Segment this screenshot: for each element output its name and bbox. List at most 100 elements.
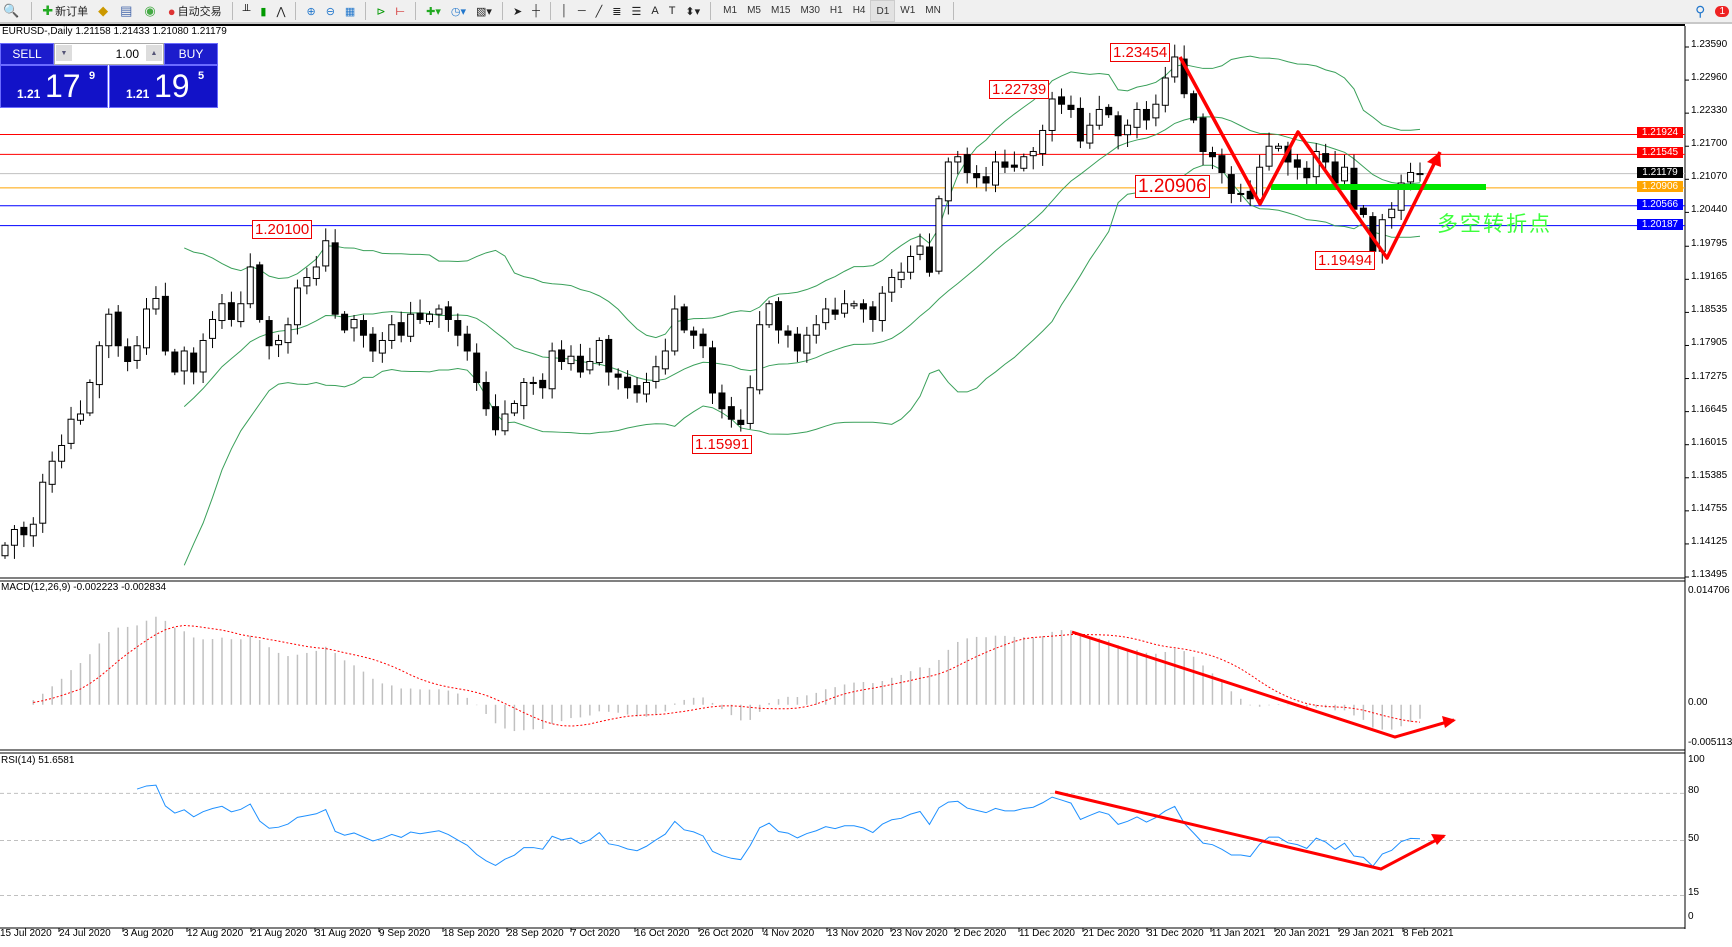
sell-price-pip: 9 bbox=[89, 70, 96, 82]
date-label: 8 Feb 2021 bbox=[1403, 928, 1454, 939]
candle-body bbox=[727, 406, 735, 420]
candle bbox=[709, 340, 716, 405]
timeframe-h4[interactable]: H4 bbox=[852, 4, 866, 16]
candle-body bbox=[444, 306, 452, 320]
timeframe-h1[interactable]: H1 bbox=[829, 4, 843, 16]
crosshair-icon[interactable]: ┼ bbox=[532, 5, 540, 17]
signals-icon[interactable]: ◉ bbox=[144, 3, 156, 18]
label-1-22739: 1.22739 bbox=[989, 80, 1050, 99]
metaeditor-icon[interactable]: ◆ bbox=[98, 3, 109, 18]
candle bbox=[784, 325, 792, 348]
level-tag-1.21179: 1.21179 bbox=[1637, 166, 1683, 178]
timeframe-m15[interactable]: M15 bbox=[770, 4, 791, 16]
date-label: 18 Sep 2020 bbox=[443, 928, 500, 939]
auto-trading-button[interactable]: ● 自动交易 bbox=[165, 1, 225, 21]
text-icon[interactable]: A bbox=[651, 5, 659, 17]
price-tick-label: 1.19795 bbox=[1691, 238, 1728, 250]
navigator-icon[interactable]: ▤ bbox=[120, 3, 133, 18]
fibo-lines-icon[interactable]: ☰ bbox=[631, 5, 642, 18]
timeframe-d1[interactable]: D1 bbox=[870, 0, 896, 22]
buy-price-prefix: 1.21 bbox=[126, 87, 150, 101]
candle-body bbox=[614, 373, 622, 378]
candle-body bbox=[143, 308, 150, 349]
timeframe-m5[interactable]: M5 bbox=[747, 4, 761, 16]
candle bbox=[869, 301, 877, 332]
tile-windows-icon[interactable]: ▦ bbox=[344, 5, 356, 18]
fibonacci-icon[interactable]: ≣ bbox=[612, 5, 622, 18]
candle-body bbox=[482, 381, 490, 410]
buy-button[interactable]: BUY bbox=[164, 43, 218, 65]
candlestick-icon[interactable]: ▮ bbox=[260, 5, 267, 18]
candle-body bbox=[907, 255, 915, 273]
periods-icon[interactable]: ◷▾ bbox=[450, 5, 467, 18]
cursor-icon[interactable]: ➤ bbox=[512, 5, 523, 18]
candle-body bbox=[265, 320, 273, 347]
timeframe-m30[interactable]: M30 bbox=[800, 4, 820, 16]
zoom-out-icon[interactable]: ⊖ bbox=[325, 5, 335, 18]
vertical-line-icon[interactable]: │ bbox=[560, 5, 568, 17]
arrows-icon[interactable]: ⬍▾ bbox=[685, 5, 701, 18]
line-chart-icon[interactable]: ⋀ bbox=[276, 5, 286, 18]
date-label: 20 Jan 2021 bbox=[1275, 928, 1331, 939]
timeframe-bar: M1 M5 M15 M30 H1 H4 D1 W1 MN bbox=[718, 0, 946, 22]
templates-icon[interactable]: ▧▾ bbox=[476, 5, 492, 18]
candle-body bbox=[1237, 192, 1245, 195]
sell-price-button[interactable]: 1.21 17 9 bbox=[0, 65, 108, 108]
lot-size-input[interactable]: ▼ 1.00 ▲ bbox=[54, 43, 164, 65]
trendline-icon[interactable]: ╱ bbox=[595, 5, 603, 18]
candle-body bbox=[897, 271, 905, 281]
candle bbox=[737, 409, 745, 432]
candle-body bbox=[237, 303, 245, 323]
price-chart[interactable] bbox=[0, 26, 1732, 947]
candle-body bbox=[605, 338, 613, 373]
bollinger-upper bbox=[184, 55, 1421, 339]
candle-body bbox=[426, 313, 433, 323]
candle-body bbox=[1256, 166, 1264, 201]
candle bbox=[907, 245, 915, 280]
indicators-icon[interactable]: ✚▾ bbox=[426, 5, 441, 18]
candle-body bbox=[492, 406, 500, 431]
buy-price-button[interactable]: 1.21 19 5 bbox=[109, 65, 218, 108]
trend-arrow-main bbox=[1178, 56, 1442, 260]
chart-shift-icon[interactable]: ⊳ bbox=[376, 5, 386, 18]
zoom-in-icon[interactable]: ⊕ bbox=[306, 5, 316, 18]
lot-decrease-icon[interactable]: ▼ bbox=[56, 45, 72, 61]
candle-body bbox=[1293, 159, 1301, 168]
zoom-window-icon[interactable]: 🔍 bbox=[3, 3, 20, 18]
toolbar-separator bbox=[501, 2, 503, 20]
sell-button[interactable]: SELL bbox=[0, 43, 54, 65]
candle-body bbox=[841, 303, 849, 314]
candle-body bbox=[982, 176, 990, 184]
new-order-button[interactable]: ✚ 新订单 bbox=[39, 1, 91, 21]
candle-body bbox=[48, 460, 56, 485]
lot-value: 1.00 bbox=[115, 47, 139, 61]
candle bbox=[888, 269, 896, 302]
autoscroll-icon[interactable]: ⊢ bbox=[395, 5, 406, 18]
candle-body bbox=[869, 306, 877, 320]
candle bbox=[746, 375, 754, 430]
notifications-button[interactable]: 1 bbox=[1712, 1, 1732, 21]
horizontal-line-icon[interactable]: ─ bbox=[577, 5, 586, 17]
bar-chart-icon[interactable]: ╨ bbox=[242, 5, 251, 17]
candle-body bbox=[133, 345, 141, 361]
chart-window[interactable] bbox=[0, 24, 1689, 932]
candle-body bbox=[1416, 173, 1424, 176]
date-label: 28 Sep 2020 bbox=[507, 928, 564, 939]
candle-body bbox=[690, 330, 698, 336]
candle bbox=[312, 255, 320, 286]
toolbar-separator bbox=[295, 2, 297, 20]
timeframe-w1[interactable]: W1 bbox=[900, 4, 916, 16]
timeframe-mn[interactable]: MN bbox=[925, 4, 941, 16]
text-label-icon[interactable]: T bbox=[668, 5, 676, 17]
candle bbox=[1208, 146, 1216, 170]
candle bbox=[1001, 149, 1009, 174]
timeframe-m1[interactable]: M1 bbox=[723, 4, 738, 16]
date-label: 21 Dec 2020 bbox=[1083, 928, 1140, 939]
price-tick-label: 1.14125 bbox=[1691, 535, 1728, 547]
date-label: 11 Dec 2020 bbox=[1019, 928, 1075, 939]
candle bbox=[378, 332, 386, 363]
candle bbox=[190, 347, 198, 385]
search-icon[interactable]: ⚲ bbox=[1695, 2, 1706, 19]
candle bbox=[1152, 94, 1160, 127]
lot-increase-icon[interactable]: ▲ bbox=[146, 45, 162, 61]
